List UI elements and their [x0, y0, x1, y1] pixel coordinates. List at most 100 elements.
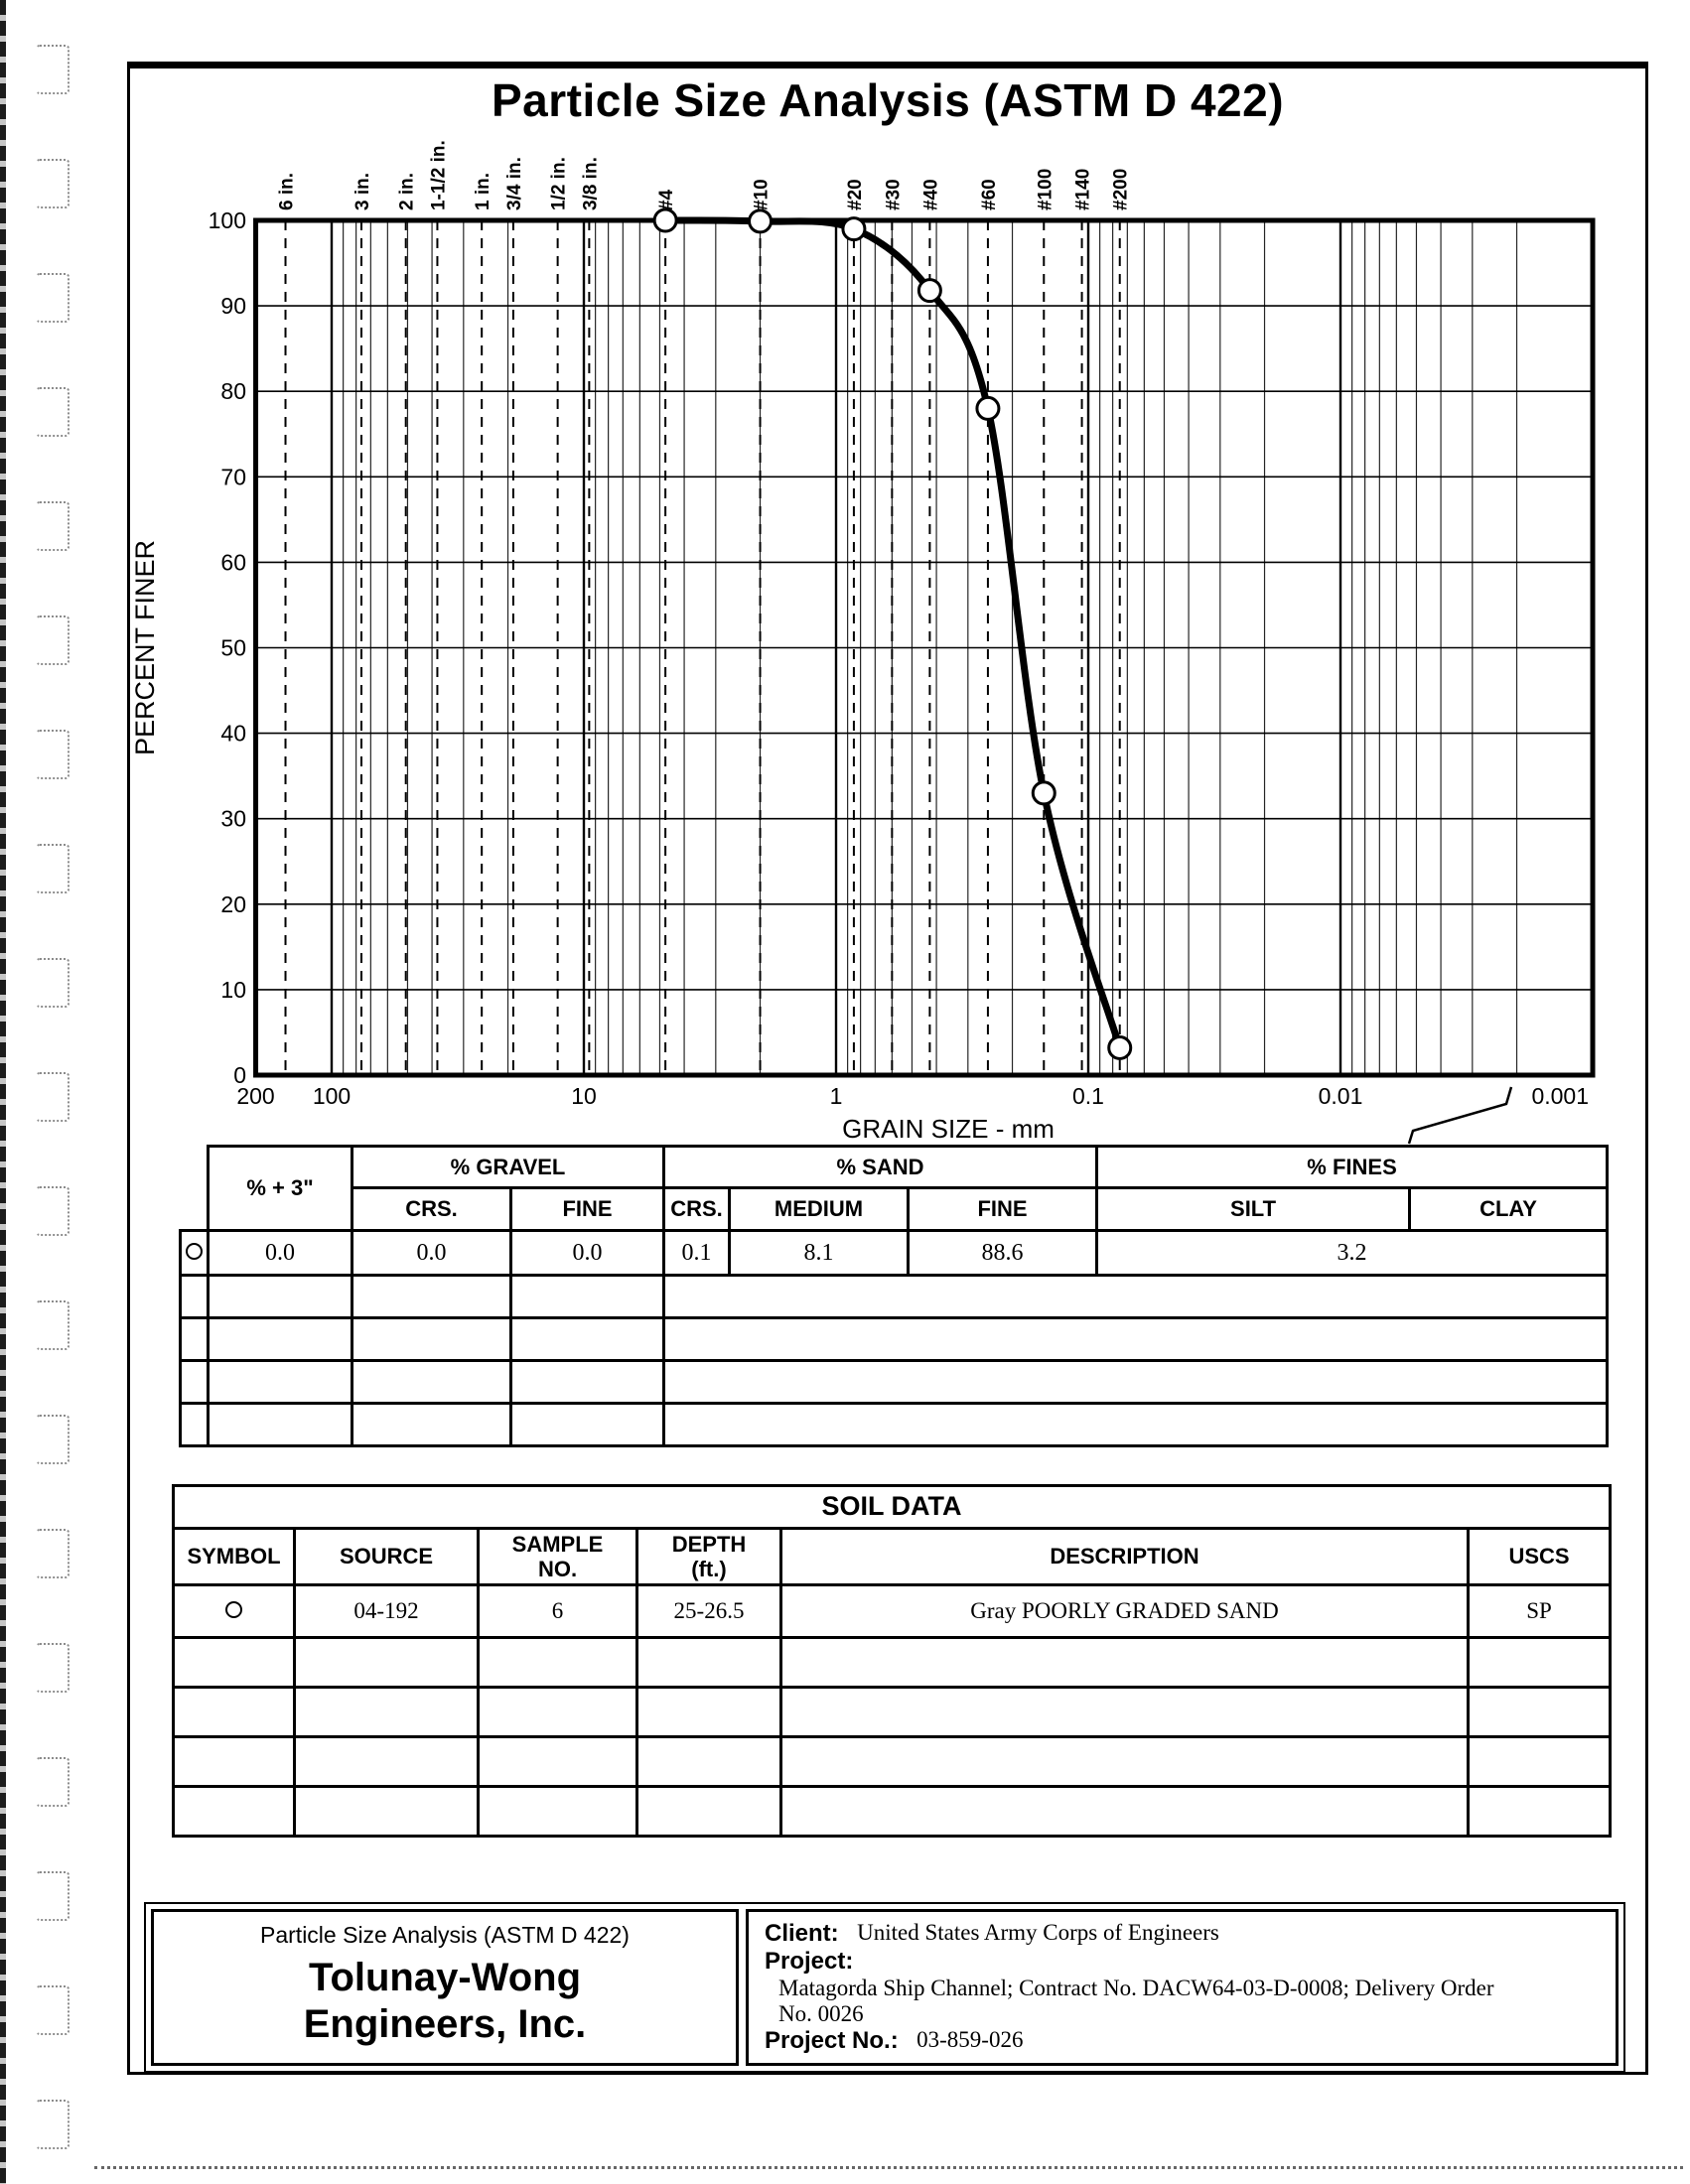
x-tick-label: 0.001: [1531, 1083, 1589, 1109]
sieve-label: 2 in.: [397, 173, 418, 210]
y-tick-label: 30: [220, 806, 246, 832]
binding-hole-mark: [36, 1186, 70, 1236]
binding-hole-mark: [36, 1529, 70, 1578]
soil-data-title: SOIL DATA: [172, 1484, 1612, 1530]
sample-symbol-circle-icon: [225, 1601, 242, 1618]
empty-cell: [477, 1686, 638, 1738]
empty-cell: [635, 1735, 782, 1788]
project-label: Project:: [765, 1948, 854, 1975]
sieve-label: #30: [883, 179, 904, 210]
y-tick-label: 20: [220, 891, 246, 917]
col-header-description: DESCRIPTION: [779, 1527, 1470, 1586]
x-tick-label: 100: [313, 1083, 351, 1109]
company-name-line1: Tolunay-Wong: [308, 1956, 582, 1999]
sieve-label: 1/2 in.: [549, 157, 570, 210]
binding-hole-mark: [36, 958, 70, 1008]
binding-hole-mark: [36, 844, 70, 893]
empty-cell: [207, 1402, 353, 1447]
page-title: Particle Size Analysis (ASTM D 422): [491, 74, 1285, 126]
col-header-silt: SILT: [1095, 1186, 1412, 1232]
project-no-row: Project No.: 03-859-026: [765, 2027, 1600, 2055]
cell-symbol: [172, 1583, 296, 1639]
empty-cell: [179, 1316, 210, 1362]
cell-sand-fine: 88.6: [906, 1229, 1099, 1277]
cell-plus3: 0.0: [207, 1229, 353, 1277]
empty-cell: [1467, 1735, 1612, 1788]
gradation-data-row: 0.0 0.0 0.0 0.1 8.1 88.6 3.2: [179, 1229, 1610, 1277]
data-point-marker: [1031, 780, 1056, 806]
binding-hole-mark: [36, 615, 70, 665]
data-point-marker: [841, 216, 867, 242]
data-point-marker: [1107, 1034, 1133, 1060]
binding-hole-mark: [36, 730, 70, 779]
empty-cell: [293, 1785, 480, 1838]
sieve-label: 6 in.: [277, 173, 298, 210]
col-header-sample-no: SAMPLE NO.: [477, 1527, 638, 1586]
cell-depth: 25-26.5: [635, 1583, 782, 1639]
y-tick-label: 10: [220, 977, 246, 1003]
sieve-label: 3/8 in.: [580, 157, 601, 210]
sieve-label: #4: [656, 189, 677, 210]
empty-cell: [172, 1686, 296, 1738]
x-tick-label: 10: [571, 1083, 597, 1109]
sieve-label: #60: [979, 179, 1000, 210]
x-axis-title: GRAIN SIZE - mm: [842, 1114, 1055, 1144]
company-name-line2: Engineers, Inc.: [303, 2002, 587, 2047]
cell-sand-crs: 0.1: [662, 1229, 731, 1277]
empty-cell: [779, 1636, 1470, 1689]
binding-hole-mark: [36, 1985, 70, 2035]
empty-cell: [293, 1686, 480, 1738]
soil-data-empty-row: [172, 1686, 1612, 1738]
binding-hole-mark: [36, 1757, 70, 1807]
x-tick-label: 200: [236, 1083, 274, 1109]
empty-cell: [207, 1316, 353, 1362]
y-axis-title: PERCENT FINER: [130, 540, 160, 755]
y-tick-label: 0: [233, 1062, 246, 1088]
empty-cell: [172, 1785, 296, 1838]
empty-cell: [1467, 1785, 1612, 1838]
binding-hole-mark: [36, 387, 70, 437]
title-block: Particle Size Analysis (ASTM D 422) Tolu…: [144, 1902, 1625, 2073]
gradation-empty-row: [179, 1359, 1610, 1405]
x-tick-label: 1: [830, 1083, 843, 1109]
empty-cell: [1467, 1636, 1612, 1689]
empty-cell: [509, 1274, 665, 1319]
cell-description: Gray POORLY GRADED SAND: [779, 1583, 1470, 1639]
cell-sample-no: 6: [477, 1583, 638, 1639]
col-header-plus3: % + 3": [207, 1145, 353, 1232]
empty-cell: [661, 1316, 1610, 1362]
empty-cell: [635, 1686, 782, 1738]
title-block-left-panel: Particle Size Analysis (ASTM D 422) Tolu…: [151, 1909, 739, 2066]
col-header-gravel-crs: CRS.: [351, 1186, 512, 1232]
soil-data-title-row: SOIL DATA: [172, 1484, 1612, 1530]
gradation-group-header-row: % + 3" % GRAVEL % SAND % FINES: [180, 1145, 1610, 1232]
col-header-source: SOURCE: [293, 1527, 480, 1586]
scan-leader-line: [1407, 1086, 1513, 1145]
empty-cell: [293, 1735, 480, 1788]
binding-hole-mark: [36, 1300, 70, 1350]
grid-lines: [255, 220, 1593, 1075]
y-tick-label: 80: [220, 378, 246, 404]
empty-cell: [477, 1785, 638, 1838]
empty-cell: [172, 1636, 296, 1689]
empty-cell: [207, 1359, 353, 1405]
binding-hole-mark: [36, 273, 70, 323]
sieve-label: #140: [1073, 169, 1094, 210]
empty-cell: [477, 1735, 638, 1788]
empty-cell: [661, 1274, 1610, 1319]
gradation-empty-row: [179, 1274, 1610, 1319]
soil-data-empty-row: [172, 1785, 1612, 1838]
soil-data-table: SOIL DATA SYMBOL SOURCE SAMPLE NO. DEPTH…: [172, 1484, 1612, 1838]
empty-cell: [509, 1316, 665, 1362]
col-header-gravel: % GRAVEL: [351, 1145, 665, 1189]
cell-sand-medium: 8.1: [728, 1229, 910, 1277]
col-header-uscs: USCS: [1467, 1527, 1612, 1586]
cell-uscs: SP: [1467, 1583, 1612, 1639]
sieve-label: #20: [845, 179, 866, 210]
y-tick-label: 50: [220, 635, 246, 661]
gradation-empty-row: [179, 1402, 1610, 1447]
plot-frame: [253, 217, 1596, 1078]
sieve-label: #100: [1035, 169, 1056, 210]
binding-hole-mark: [36, 2100, 70, 2149]
gradation-symbol-header-spacer: [180, 1146, 209, 1231]
